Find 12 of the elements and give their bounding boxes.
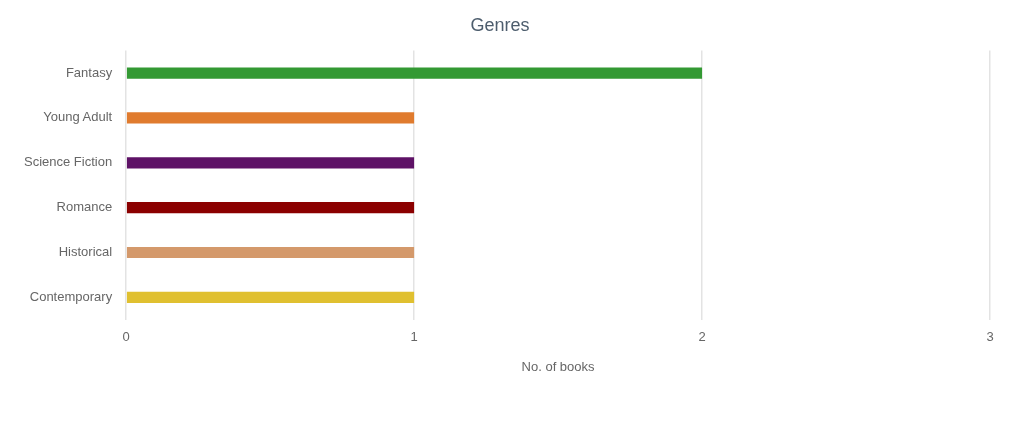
x-axis-title: No. of books xyxy=(521,358,596,374)
y-tick-label: Romance xyxy=(56,199,113,215)
y-tick-label: Fantasy xyxy=(65,64,113,80)
chart-title: Genres xyxy=(470,14,530,35)
x-tick-label: 1 xyxy=(410,329,418,345)
y-tick-label: Historical xyxy=(58,244,113,260)
x-tick-label: 0 xyxy=(122,329,130,345)
x-tick-label: 3 xyxy=(986,329,994,345)
y-tick-label: Science Fiction xyxy=(23,154,113,170)
y-tick-label: Young Adult xyxy=(43,109,113,125)
y-tick-label: Contemporary xyxy=(29,288,113,304)
x-tick-label: 2 xyxy=(698,329,706,345)
